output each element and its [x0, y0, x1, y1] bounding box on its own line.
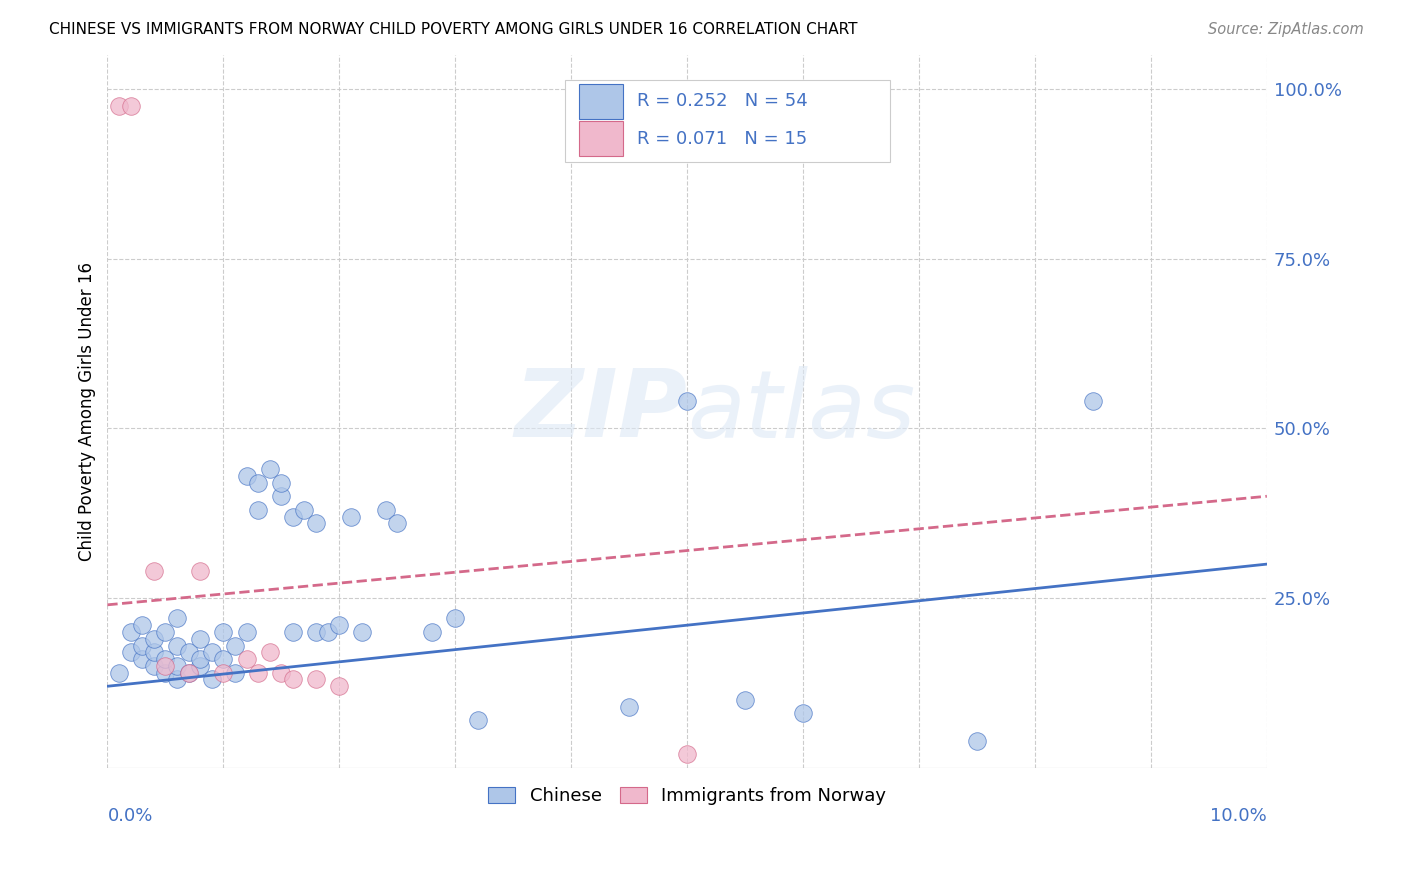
Text: R = 0.071   N = 15: R = 0.071 N = 15 — [637, 129, 807, 147]
Point — [792, 706, 814, 721]
Point — [131, 618, 153, 632]
Point — [177, 665, 200, 680]
Point — [201, 645, 224, 659]
Bar — [579, 85, 623, 119]
Point — [305, 673, 328, 687]
Point — [676, 394, 699, 409]
Point — [305, 516, 328, 531]
Point — [235, 652, 257, 666]
Point — [281, 624, 304, 639]
Point — [166, 639, 188, 653]
Point — [131, 639, 153, 653]
Point — [166, 659, 188, 673]
Point — [235, 469, 257, 483]
Point — [155, 659, 177, 673]
Point — [259, 645, 281, 659]
Legend: Chinese, Immigrants from Norway: Chinese, Immigrants from Norway — [481, 780, 893, 812]
Point — [328, 618, 350, 632]
Point — [270, 475, 292, 490]
Point — [177, 645, 200, 659]
Point — [281, 509, 304, 524]
Point — [108, 99, 131, 113]
Text: Source: ZipAtlas.com: Source: ZipAtlas.com — [1208, 22, 1364, 37]
Point — [420, 624, 443, 639]
Point — [734, 693, 756, 707]
Point — [166, 673, 188, 687]
Point — [247, 665, 270, 680]
Point — [281, 673, 304, 687]
Point — [177, 665, 200, 680]
Point — [316, 624, 339, 639]
Point — [120, 645, 142, 659]
Point — [155, 624, 177, 639]
Point — [201, 673, 224, 687]
Point — [188, 659, 211, 673]
Text: CHINESE VS IMMIGRANTS FROM NORWAY CHILD POVERTY AMONG GIRLS UNDER 16 CORRELATION: CHINESE VS IMMIGRANTS FROM NORWAY CHILD … — [49, 22, 858, 37]
Point — [212, 652, 235, 666]
Point — [467, 713, 489, 727]
Point — [108, 665, 131, 680]
Point — [305, 624, 328, 639]
Point — [374, 503, 396, 517]
Point — [131, 652, 153, 666]
Point — [188, 564, 211, 578]
Point — [966, 733, 988, 747]
Text: 10.0%: 10.0% — [1211, 807, 1267, 825]
Point — [617, 699, 640, 714]
Point — [155, 652, 177, 666]
Point — [1081, 394, 1104, 409]
Point — [224, 665, 246, 680]
Text: atlas: atlas — [688, 366, 915, 457]
Point — [259, 462, 281, 476]
Bar — [579, 121, 623, 155]
Point — [142, 632, 165, 646]
FancyBboxPatch shape — [565, 80, 890, 162]
Point — [444, 611, 467, 625]
Point — [142, 645, 165, 659]
Point — [352, 624, 374, 639]
Point — [142, 564, 165, 578]
Point — [212, 665, 235, 680]
Text: 0.0%: 0.0% — [107, 807, 153, 825]
Point — [224, 639, 246, 653]
Point — [328, 679, 350, 693]
Point — [294, 503, 316, 517]
Point — [340, 509, 363, 524]
Point — [270, 489, 292, 503]
Point — [235, 624, 257, 639]
Point — [155, 665, 177, 680]
Point — [247, 503, 270, 517]
Point — [247, 475, 270, 490]
Text: ZIP: ZIP — [515, 366, 688, 458]
Point — [166, 611, 188, 625]
Point — [188, 632, 211, 646]
Y-axis label: Child Poverty Among Girls Under 16: Child Poverty Among Girls Under 16 — [79, 262, 96, 561]
Point — [120, 99, 142, 113]
Point — [188, 652, 211, 666]
Point — [142, 659, 165, 673]
Point — [387, 516, 409, 531]
Point — [676, 747, 699, 761]
Point — [270, 665, 292, 680]
Point — [120, 624, 142, 639]
Point — [212, 624, 235, 639]
Text: R = 0.252   N = 54: R = 0.252 N = 54 — [637, 93, 808, 111]
